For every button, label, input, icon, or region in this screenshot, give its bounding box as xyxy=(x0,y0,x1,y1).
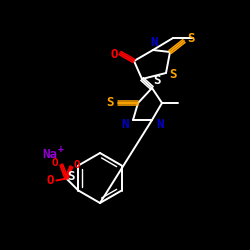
Text: +: + xyxy=(58,144,63,154)
Text: N: N xyxy=(121,118,129,132)
Text: N: N xyxy=(150,36,158,49)
Text: S: S xyxy=(68,170,75,183)
Text: O: O xyxy=(110,48,118,60)
Text: O: O xyxy=(52,158,59,168)
Text: Na: Na xyxy=(42,148,57,161)
Text: O: O xyxy=(74,160,81,170)
Text: N: N xyxy=(156,118,164,132)
Text: S: S xyxy=(169,68,177,82)
Text: S: S xyxy=(106,96,114,110)
Text: S: S xyxy=(187,32,195,46)
Text: S: S xyxy=(153,74,161,86)
Text: O: O xyxy=(46,174,54,187)
